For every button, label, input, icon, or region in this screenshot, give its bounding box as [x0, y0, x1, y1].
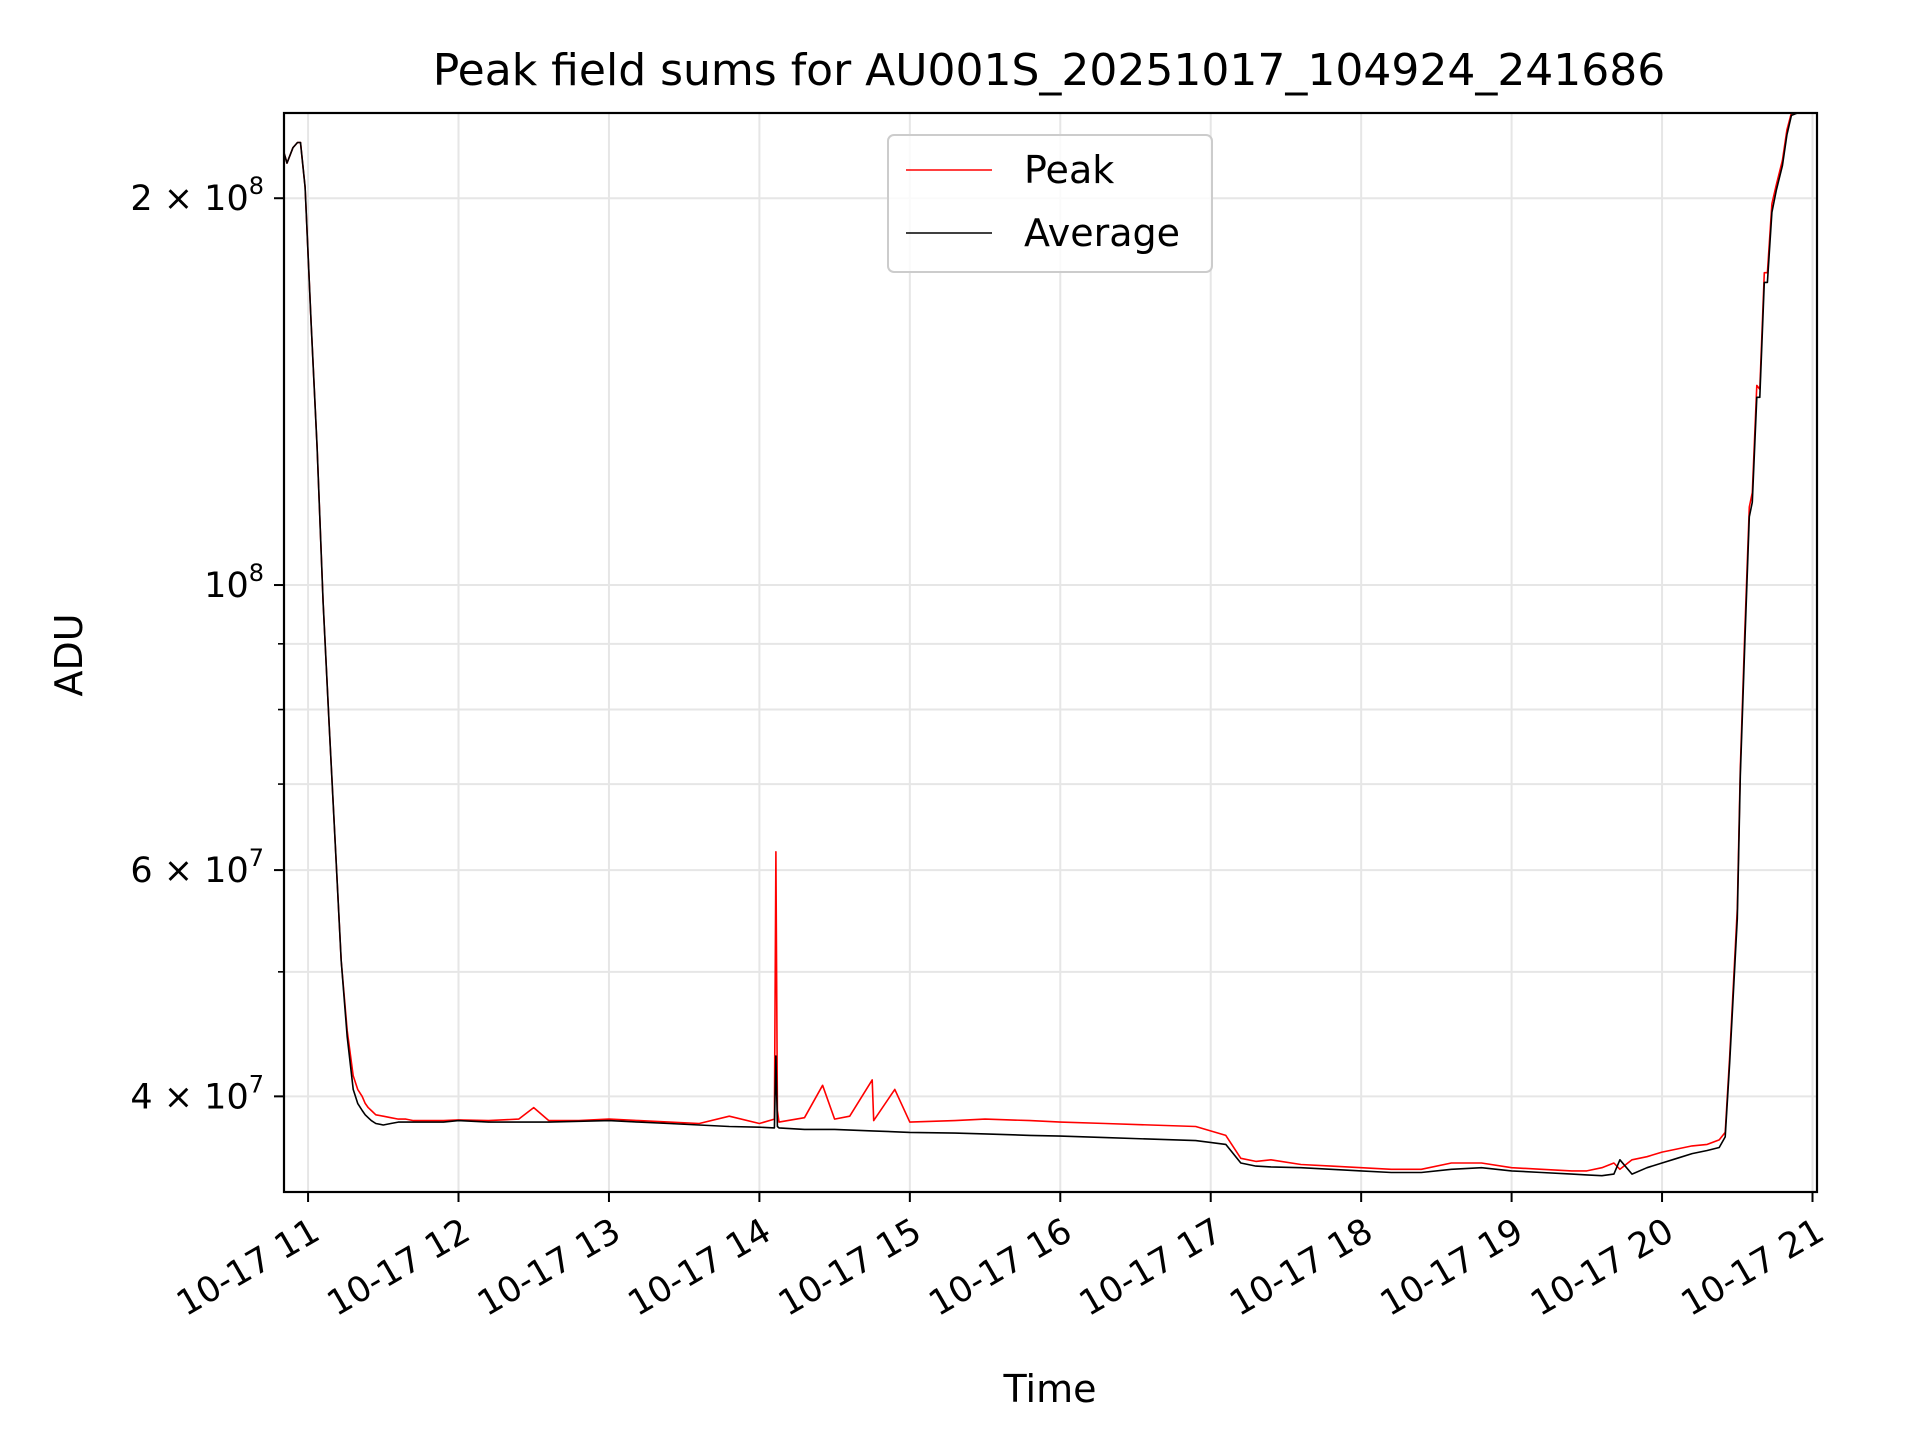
y-tick-label: 4 × 107 [130, 1070, 264, 1117]
axes-frame [282, 111, 1819, 1194]
x-axis-label: Time [1003, 1367, 1097, 1411]
y-tick-label-exponent: 8 [249, 172, 264, 200]
y-tick-label-exponent: 7 [249, 1070, 264, 1098]
y-tick-label-base: 4 × 10 [130, 1077, 248, 1117]
legend-label-average: Average [1024, 211, 1180, 255]
y-tick-label: 2 × 108 [130, 172, 264, 219]
y-tick-label-base: 10 [204, 566, 249, 606]
plot-area [284, 113, 1817, 1177]
y-tick-label-base: 2 × 10 [130, 179, 248, 219]
y-tick-label-base: 6 × 10 [130, 851, 248, 891]
y-tick-label: 108 [204, 559, 264, 606]
y-tick-label: 6 × 107 [130, 844, 264, 891]
y-axis-label: ADU [47, 613, 91, 696]
y-tick-label-exponent: 7 [249, 844, 264, 872]
chart-title: Peak field sums for AU001S_20251017_1049… [433, 45, 1666, 96]
series-layer [284, 113, 1817, 1177]
grid [284, 113, 1817, 1192]
y-tick-label-exponent: 8 [249, 559, 264, 587]
legend-label-peak: Peak [1024, 148, 1114, 192]
series-line-average [284, 113, 1817, 1177]
legend: Peak Average [887, 134, 1213, 273]
